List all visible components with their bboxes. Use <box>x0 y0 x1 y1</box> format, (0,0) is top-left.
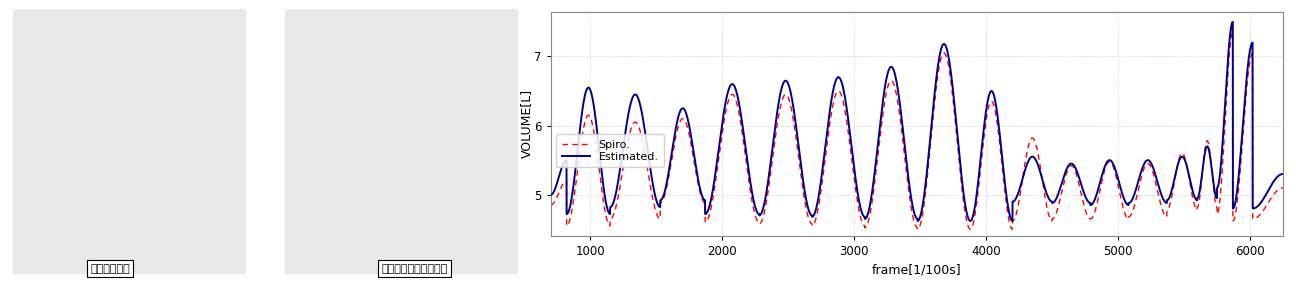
Estimated. <box>910 219 925 223</box>
Text: 医療用スパイロメータ: 医療用スパイロメータ <box>381 264 448 274</box>
Spiro. <box>1225 31 1240 34</box>
Spiro. <box>1107 168 1122 171</box>
Estimated. <box>910 217 925 221</box>
Spiro. <box>910 228 925 231</box>
Estimated. <box>1107 164 1122 168</box>
Spiro. <box>962 227 977 231</box>
Spiro. <box>797 198 813 202</box>
Spiro. <box>543 203 559 207</box>
Line: Estimated.: Estimated. <box>551 22 1283 221</box>
Estimated. <box>708 167 723 171</box>
Spiro. <box>1275 186 1291 190</box>
Estimated. <box>810 196 826 200</box>
Estimated. <box>1225 20 1240 24</box>
X-axis label: frame[1/100s]: frame[1/100s] <box>872 264 962 277</box>
Y-axis label: VOLUME[L]: VOLUME[L] <box>520 89 533 158</box>
Spiro. <box>810 206 826 209</box>
Text: 伸縮布センサ: 伸縮布センサ <box>91 264 130 274</box>
Estimated. <box>543 193 559 196</box>
Line: Spiro.: Spiro. <box>551 32 1283 229</box>
Spiro. <box>708 177 723 180</box>
Estimated. <box>962 219 977 222</box>
Legend: Spiro., Estimated.: Spiro., Estimated. <box>556 134 664 167</box>
Spiro. <box>910 226 925 230</box>
Estimated. <box>797 189 813 193</box>
Estimated. <box>1275 172 1291 176</box>
